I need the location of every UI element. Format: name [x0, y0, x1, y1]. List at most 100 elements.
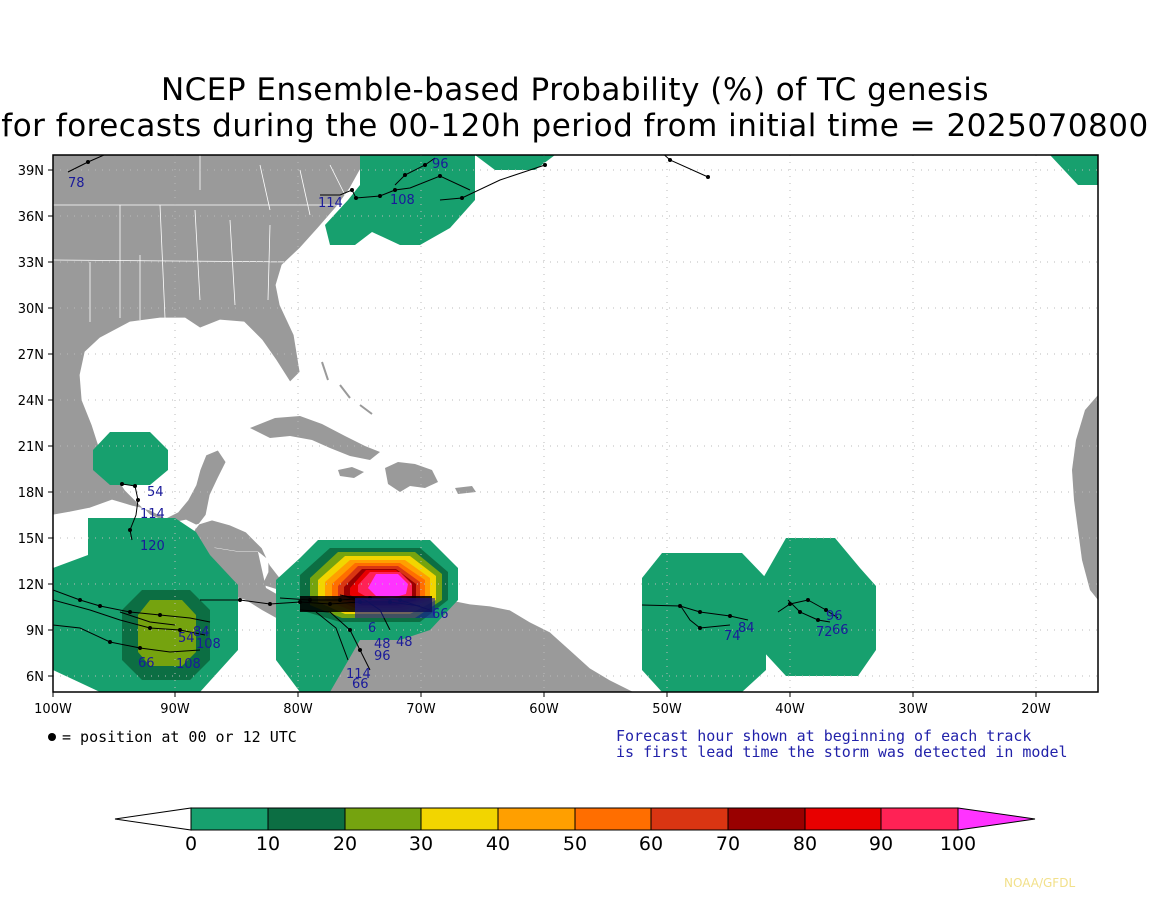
track-cluster-labels: [355, 598, 435, 618]
land-puerto-rico: [455, 486, 476, 494]
colorbar: [114, 807, 1036, 831]
map-content: 78 96 114 108 54 114 120 66 6 96 48 48 1…: [53, 155, 1098, 692]
land-cuba: [250, 416, 380, 460]
colorbar-label: 100: [940, 833, 976, 855]
lat-label: 27N: [18, 348, 44, 363]
track-label: 74: [724, 629, 741, 644]
lat-label: 6N: [26, 670, 44, 685]
forecast-note-line-2: is first lead time the storm was detecte…: [616, 743, 1068, 761]
lon-label: 100W: [34, 702, 72, 717]
track-label: 108: [196, 637, 221, 652]
track-label: 114: [346, 667, 371, 682]
colorbar-segment-9: [880, 807, 959, 831]
colorbar-label: 90: [869, 833, 893, 855]
colorbar-label: 40: [486, 833, 510, 855]
colorbar-segment-7: [727, 807, 806, 831]
position-marker-note: = position at 00 or 12 UTC: [46, 728, 297, 746]
track-label: 54: [178, 631, 195, 646]
track-label: 66: [352, 677, 369, 692]
colorbar-label: 60: [639, 833, 663, 855]
forecast-note-line-1: Forecast hour shown at beginning of each…: [616, 727, 1032, 745]
lat-label: 9N: [26, 624, 44, 639]
prob-shade-ne-60w: [475, 155, 555, 170]
colorbar-segment-0: [190, 807, 269, 831]
track-label: 72: [816, 625, 833, 640]
prob-shade-atlantic-40w: [762, 538, 876, 676]
lon-label: 50W: [652, 702, 682, 717]
lon-label: 80W: [283, 702, 313, 717]
track-label: 66: [138, 656, 155, 671]
lat-label: 30N: [18, 302, 44, 317]
land-hispaniola: [385, 462, 438, 492]
colorbar-label: 70: [716, 833, 740, 855]
lon-axis: [52, 692, 1037, 697]
colorbar-segment-2: [344, 807, 422, 831]
track-label: 48: [396, 635, 413, 650]
colorbar-low-arrow: [114, 807, 192, 831]
colorbar-labels: 0 10 20 30 40 50 60 70 80 90 100: [185, 833, 976, 855]
colorbar-segment-3: [420, 807, 499, 831]
track-label: 84: [193, 625, 210, 640]
lat-label: 24N: [18, 394, 44, 409]
colorbar-label: 30: [409, 833, 433, 855]
land-jamaica: [338, 467, 364, 478]
prob-shade-ne-20w: [1050, 155, 1098, 185]
title-line-2: for forecasts during the 00-120h period …: [1, 108, 1149, 144]
track-label: 84: [738, 621, 755, 636]
forecast-hour-note: Forecast hour shown at beginning of each…: [616, 728, 1068, 760]
colorbar-label: 80: [793, 833, 817, 855]
lat-label: 15N: [18, 532, 44, 547]
lon-label: 60W: [529, 702, 559, 717]
lat-axis: [48, 169, 53, 677]
position-marker-text: = position at 00 or 12 UTC: [62, 728, 297, 746]
state-boundaries: [53, 155, 346, 322]
track-label: 114: [318, 196, 343, 211]
lon-label: 30W: [898, 702, 928, 717]
colorbar-high-arrow: [957, 807, 1036, 831]
colorbar-segment-8: [804, 807, 882, 831]
position-marker-dot: [48, 733, 56, 741]
prob-shade-atlantic-50w: [642, 553, 766, 692]
track-label: 108: [176, 657, 201, 672]
credit-text: NOAA/GFDL: [1004, 876, 1076, 890]
colorbar-label: 50: [563, 833, 587, 855]
land-africa: [1072, 395, 1098, 600]
track-label: 96: [826, 609, 843, 624]
track-label: 78: [68, 176, 85, 191]
lat-label: 36N: [18, 210, 44, 225]
title-line-1: NCEP Ensemble-based Probability (%) of T…: [160, 72, 990, 108]
colorbar-label: 0: [185, 833, 197, 855]
lon-label: 90W: [160, 702, 190, 717]
track-label: 54: [147, 485, 164, 500]
colorbar-segment-4: [497, 807, 576, 831]
track-label: 108: [390, 193, 415, 208]
land-bahamas: [321, 361, 373, 415]
track-label: 66: [832, 623, 849, 638]
colorbar-segment-5: [574, 807, 652, 831]
track-label: 96: [374, 649, 391, 664]
colorbar-segment-1: [267, 807, 346, 831]
prob-shade-honduras: [93, 432, 168, 485]
colorbar-label: 10: [256, 833, 280, 855]
track-labels: 78 96 114 108 54 114 120 66 6 96 48 48 1…: [68, 157, 849, 692]
track-label: 114: [140, 507, 165, 522]
lat-label: 33N: [18, 256, 44, 271]
track-label: 6: [368, 621, 376, 636]
track-label: 96: [432, 157, 449, 172]
colorbar-segment-6: [650, 807, 729, 831]
land-north-america: [53, 155, 373, 607]
track-label: 120: [140, 539, 165, 554]
lon-label: 70W: [406, 702, 436, 717]
lat-label: 21N: [18, 440, 44, 455]
lat-label: 18N: [18, 486, 44, 501]
lat-label: 39N: [18, 164, 44, 179]
map-frame: [52, 154, 1099, 693]
lon-label: 40W: [775, 702, 805, 717]
lon-label: 20W: [1021, 702, 1051, 717]
lat-label: 12N: [18, 578, 44, 593]
prob-shade-caribbean-peak: [368, 574, 408, 598]
colorbar-label: 20: [333, 833, 357, 855]
lon-labels: 100W 90W 80W 70W 60W 50W 40W 30W 20W: [34, 702, 1051, 717]
track-label: 66: [432, 607, 449, 622]
